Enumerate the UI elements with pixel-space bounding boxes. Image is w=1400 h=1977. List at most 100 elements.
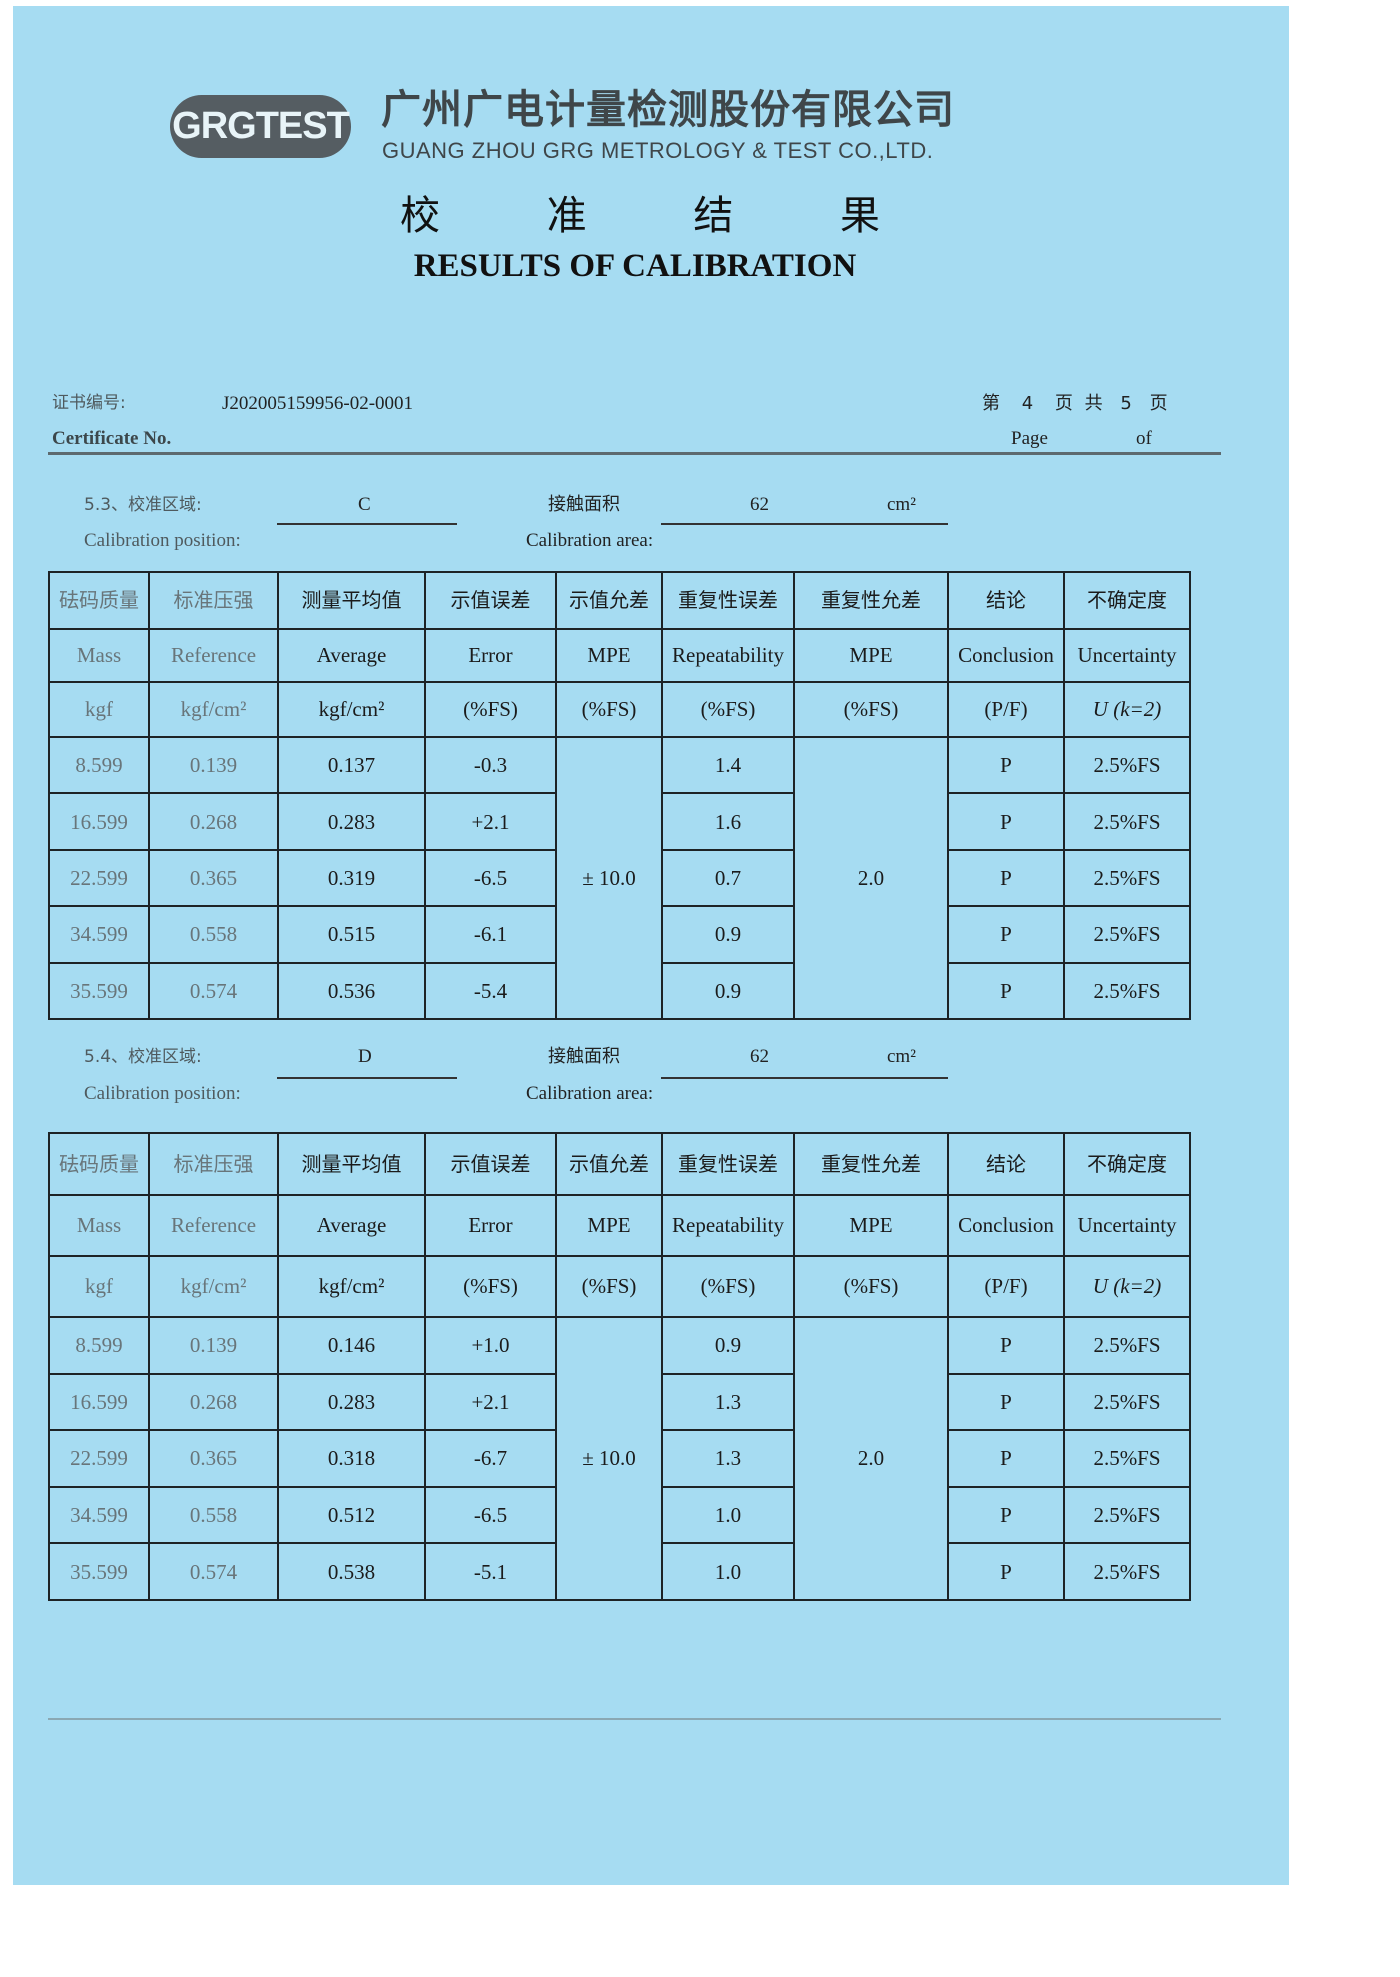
repeatability-cell: 1.4 — [661, 735, 795, 795]
column-header: (%FS) — [424, 1255, 557, 1318]
company-name-en: GUANG ZHOU GRG METROLOGY & TEST CO.,LTD. — [382, 138, 934, 163]
title-char: 果 — [839, 193, 880, 239]
repeatability-cell: 0.9 — [661, 905, 795, 964]
average-cell: 0.319 — [277, 848, 426, 908]
title-char: 校 — [400, 193, 440, 239]
average-cell: 0.283 — [277, 792, 426, 851]
page-label-en: Page — [1011, 428, 1048, 449]
conclusion-cell: P — [947, 848, 1065, 908]
calibration-table: 砝码质量 标准压强 测量平均值 示值误差 示值允差 重复性误差 重复性允差 结论 不确定度 Mas… — [48, 571, 1191, 1020]
certificate-label-en: Certificate No. — [52, 428, 172, 449]
calibration-area-unit: cm² — [887, 1046, 916, 1067]
column-header: Repeatability — [661, 628, 795, 683]
mass-cell: 35.599 — [48, 961, 150, 1020]
mass-cell: 8.599 — [48, 735, 150, 795]
column-header: (%FS) — [661, 681, 795, 738]
reference-cell: 0.365 — [148, 1429, 279, 1488]
column-header: (P/F) — [947, 681, 1065, 738]
column-header: 测量平均值 — [277, 1132, 426, 1196]
column-header: 示值误差 — [424, 1132, 557, 1196]
reference-cell: 0.558 — [148, 1485, 279, 1545]
header-divider — [48, 452, 1221, 455]
column-header: 重复性误差 — [661, 571, 795, 630]
repeatability-cell: 0.9 — [661, 1316, 795, 1375]
mass-cell: 8.599 — [48, 1316, 150, 1375]
column-header: Mass — [48, 628, 150, 683]
column-header: 重复性误差 — [661, 1132, 795, 1196]
position-underline — [277, 523, 457, 525]
column-header: 示值允差 — [555, 571, 663, 630]
uncertainty-cell: 2.5%FS — [1063, 905, 1191, 964]
error-cell: -5.4 — [424, 961, 557, 1020]
column-header: (%FS) — [661, 1255, 795, 1318]
table-row: 16.599 0.268 0.283 +2.1 1.6 P 2.5%FS — [48, 792, 1191, 851]
title-en: RESULTS OF CALIBRATION — [413, 248, 857, 284]
contact-area-label-cn: 接触面积 — [548, 494, 620, 515]
error-cell: -6.5 — [424, 1485, 557, 1545]
column-header: 测量平均值 — [277, 571, 426, 630]
page-total: 5 — [1120, 393, 1132, 414]
column-header: Uncertainty — [1063, 628, 1191, 683]
column-header: Conclusion — [947, 1194, 1065, 1257]
column-header: (%FS) — [793, 1255, 949, 1318]
reference-cell: 0.365 — [148, 848, 279, 908]
average-cell: 0.146 — [277, 1316, 426, 1375]
calibration-area-label: Calibration area: — [526, 1083, 654, 1104]
header-row: 砝码质量 标准压强 测量平均值 示值误差 示值允差 重复性误差 重复性允差 结论 不确定度 — [48, 1132, 1191, 1196]
mass-cell: 22.599 — [48, 1429, 150, 1488]
header-row: Mass Reference Average Error MPE Repeatabilit… — [48, 628, 1191, 683]
title-char: 准 — [546, 193, 587, 239]
reference-cell: 0.558 — [148, 905, 279, 964]
column-header: Uncertainty — [1063, 1194, 1191, 1257]
mpe-merged-cell: 2.0 — [793, 736, 949, 1020]
table-row: 35.599 0.574 0.536 -5.4 0.9 P 2.5%FS — [48, 961, 1191, 1020]
conclusion-cell: P — [947, 1372, 1065, 1432]
column-header: (%FS) — [555, 1255, 663, 1318]
uncertainty-cell: 2.5%FS — [1063, 1429, 1191, 1488]
area-underline — [661, 523, 948, 525]
column-header: U (k=2) — [1063, 1255, 1191, 1318]
mass-cell: 16.599 — [48, 792, 150, 851]
column-header: 结论 — [947, 1132, 1065, 1196]
average-cell: 0.536 — [277, 961, 426, 1020]
column-header: MPE — [793, 1194, 949, 1257]
column-header: 不确定度 — [1063, 1132, 1191, 1196]
error-cell: +2.1 — [424, 792, 557, 851]
reference-cell: 0.268 — [148, 1372, 279, 1432]
calibration-position-label: Calibration position: — [84, 530, 241, 551]
mass-cell: 22.599 — [48, 848, 150, 908]
header-row: Mass Reference Average Error MPE Repeatabilit… — [48, 1194, 1191, 1257]
column-header: Repeatability — [661, 1194, 795, 1257]
uncertainty-cell: 2.5%FS — [1063, 848, 1191, 908]
column-header: Error — [424, 628, 557, 683]
average-cell: 0.512 — [277, 1485, 426, 1545]
company-name-cn: 广州广电计量检测股份有限公司 — [381, 87, 955, 133]
column-header: (P/F) — [947, 1255, 1065, 1318]
reference-cell: 0.139 — [148, 1316, 279, 1375]
header-row: 砝码质量 标准压强 测量平均值 示值误差 示值允差 重复性误差 重复性允差 结论 不确定度 — [48, 571, 1191, 630]
of-label-en: of — [1136, 428, 1152, 449]
calibration-area-value: 62 — [750, 494, 769, 515]
header-row: kgf kgf/cm² kgf/cm² (%FS) (%FS) (%FS) (%FS) (P/… — [48, 1255, 1191, 1318]
page-current: 4 — [1021, 393, 1034, 414]
mpe-merged-cell: 2.0 — [793, 1316, 949, 1601]
column-header: Average — [277, 628, 426, 683]
section-number-label: 5.4、校准区域: — [84, 1047, 202, 1067]
repeatability-cell: 0.7 — [661, 848, 795, 908]
table-row: 8.599 0.139 0.146 +1.0 ± 10.0 0.9 2.0 P 2.5%FS — [48, 1316, 1191, 1601]
column-header: U (k=2) — [1063, 681, 1191, 738]
column-header: 不确定度 — [1063, 571, 1191, 630]
reference-cell: 0.574 — [148, 961, 279, 1020]
column-header: MPE — [555, 628, 663, 683]
uncertainty-cell: 2.5%FS — [1063, 735, 1191, 795]
mpe-merged-cell: ± 10.0 — [555, 736, 663, 1020]
repeatability-cell: 1.0 — [661, 1542, 795, 1601]
repeatability-cell: 1.3 — [661, 1372, 795, 1432]
page-di: 第 — [982, 393, 1000, 414]
error-cell: -6.1 — [424, 905, 557, 964]
column-header: (%FS) — [793, 681, 949, 738]
calibration-area-value: 62 — [750, 1046, 769, 1067]
error-cell: +2.1 — [424, 1372, 557, 1432]
column-header: MPE — [793, 628, 949, 683]
column-header: kgf — [48, 1255, 150, 1318]
